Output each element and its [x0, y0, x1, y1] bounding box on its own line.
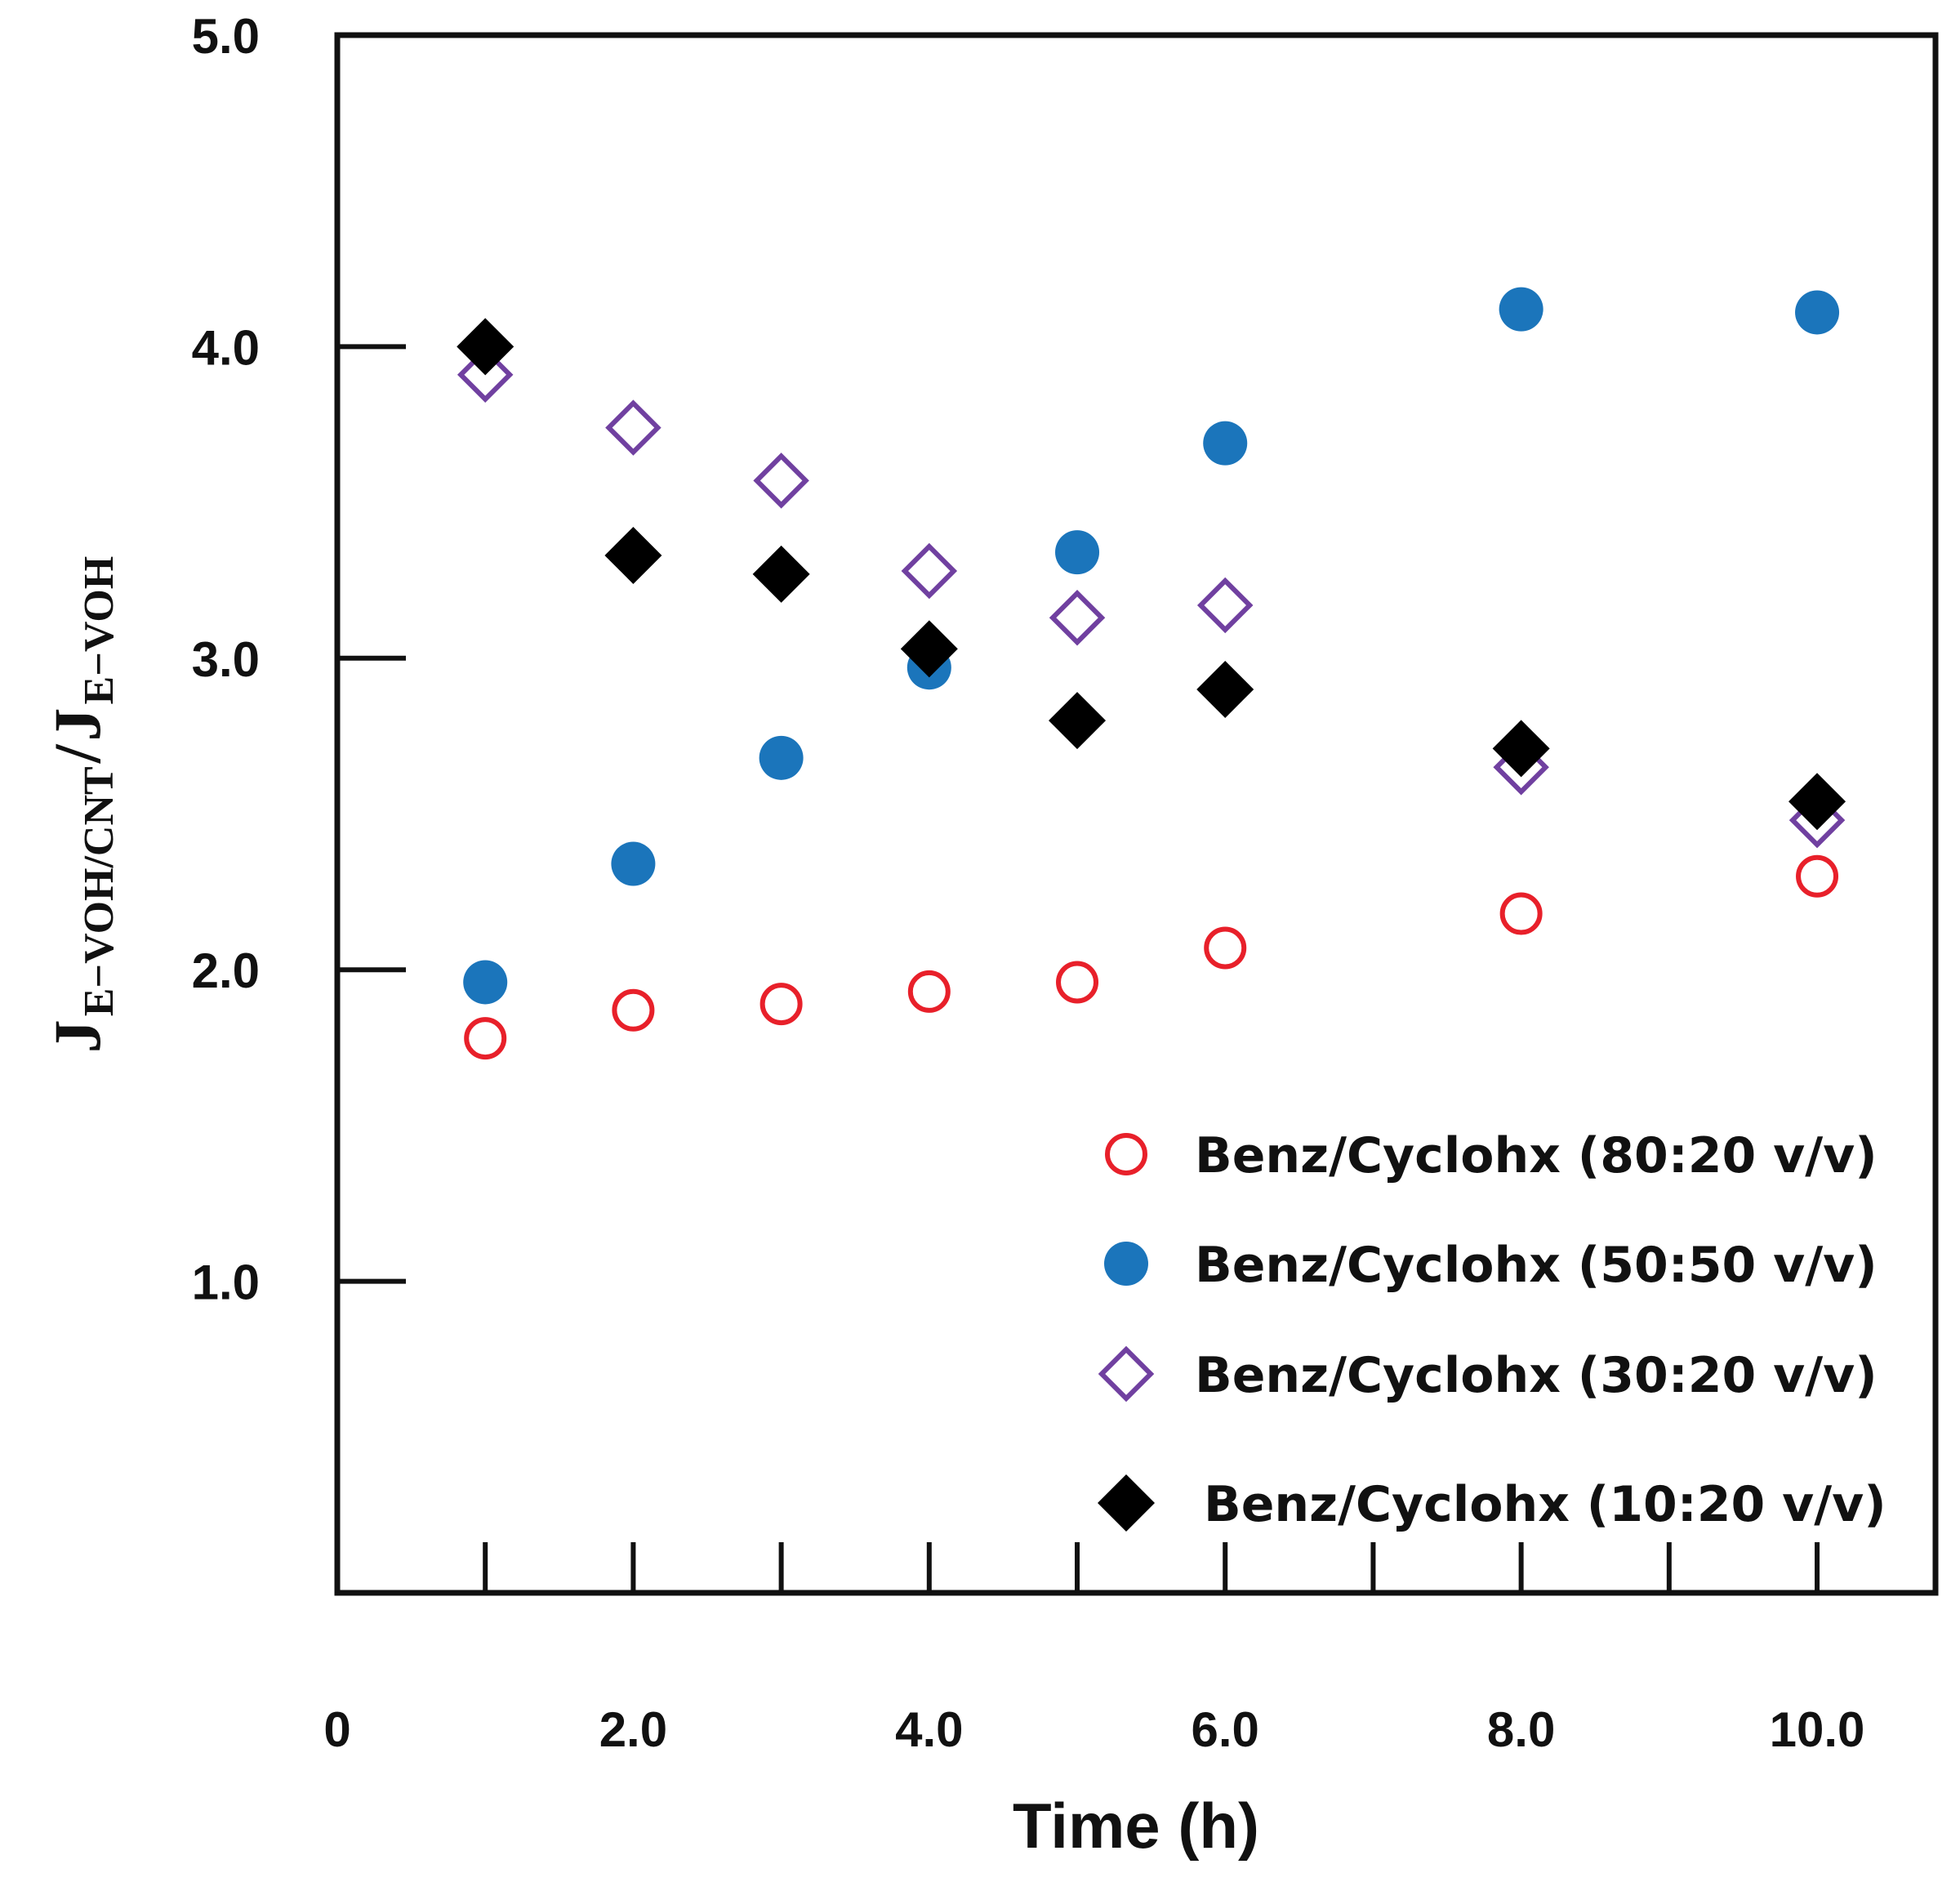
data-point — [1049, 692, 1107, 750]
data-point — [1499, 892, 1543, 935]
data-point — [464, 1017, 507, 1060]
y-axis-title-slash: / — [40, 743, 114, 764]
data-point — [907, 970, 951, 1013]
data-point — [1499, 287, 1544, 332]
y-axis-title-sub1: E−VOH/CNT — [76, 766, 122, 1016]
data-point — [753, 453, 809, 509]
data-point — [901, 542, 958, 600]
data-point — [611, 841, 656, 886]
y-axis-ticks — [337, 344, 406, 1284]
y-tick-label: 5.0 — [192, 9, 260, 64]
legend-marker — [1104, 1242, 1148, 1286]
legend: Benz/Cyclohx (80:20 v/v) Benz/Cyclohx (50… — [1098, 1127, 1886, 1533]
y-axis-title-j1: J — [40, 1019, 114, 1053]
x-tick-label: 0 — [323, 1702, 350, 1757]
legend-label: Benz/Cyclohx (30:20 v/v) — [1195, 1347, 1878, 1404]
x-axis-tick-labels: 0 2.0 4.0 6.0 8.0 10.0 — [323, 1702, 1864, 1757]
y-axis-title: J E−VOH/CNT / J E−VOH — [40, 556, 122, 1054]
data-point — [1492, 720, 1550, 778]
y-tick-label: 4.0 — [192, 320, 260, 375]
data-point — [1796, 854, 1839, 898]
series-group — [463, 287, 1840, 1005]
legend-label: Benz/Cyclohx (50:50 v/v) — [1195, 1237, 1878, 1294]
legend-label: Benz/Cyclohx (10:20 v/v) — [1204, 1476, 1886, 1533]
y-axis-title-j2: J — [40, 707, 114, 741]
y-tick-label: 2.0 — [192, 943, 260, 998]
y-axis-tick-labels: 1.0 2.0 3.0 4.0 5.0 — [192, 9, 260, 1310]
data-point — [900, 620, 958, 678]
plot-frame — [334, 32, 1939, 1596]
data-point — [463, 960, 508, 1005]
x-axis-title: Time (h) — [1013, 1790, 1259, 1862]
data-point — [1204, 926, 1247, 970]
data-point — [1196, 577, 1254, 634]
y-tick-label: 1.0 — [192, 1255, 260, 1310]
x-axis-ticks — [483, 1542, 1820, 1593]
x-tick-label: 10.0 — [1770, 1702, 1865, 1757]
legend-label: Benz/Cyclohx (80:20 v/v) — [1195, 1127, 1878, 1184]
series-group — [457, 346, 1846, 849]
data-point — [1196, 660, 1254, 718]
y-axis-title-sub2: E−VOH — [76, 556, 122, 705]
y-tick-label: 3.0 — [192, 632, 260, 687]
data-point — [1056, 961, 1099, 1004]
data-point — [760, 983, 803, 1026]
legend-marker — [1098, 1345, 1155, 1403]
data-point — [457, 318, 514, 376]
data-point — [1049, 589, 1106, 646]
data-point — [612, 988, 655, 1032]
data-point — [1055, 530, 1100, 575]
x-tick-label: 6.0 — [1192, 1702, 1259, 1757]
data-point — [1203, 421, 1248, 466]
data-point — [1795, 290, 1840, 335]
data-point — [604, 526, 662, 584]
data-point — [1788, 773, 1846, 831]
data-point — [605, 399, 662, 456]
series-group — [464, 854, 1839, 1060]
data-point — [759, 735, 804, 780]
legend-marker — [1105, 1133, 1147, 1175]
x-tick-label: 8.0 — [1487, 1702, 1555, 1757]
x-tick-label: 2.0 — [599, 1702, 667, 1757]
legend-marker — [1098, 1474, 1155, 1532]
x-tick-label: 4.0 — [895, 1702, 963, 1757]
data-point — [752, 545, 810, 603]
data-points — [457, 287, 1846, 1060]
series-group — [457, 318, 1846, 831]
